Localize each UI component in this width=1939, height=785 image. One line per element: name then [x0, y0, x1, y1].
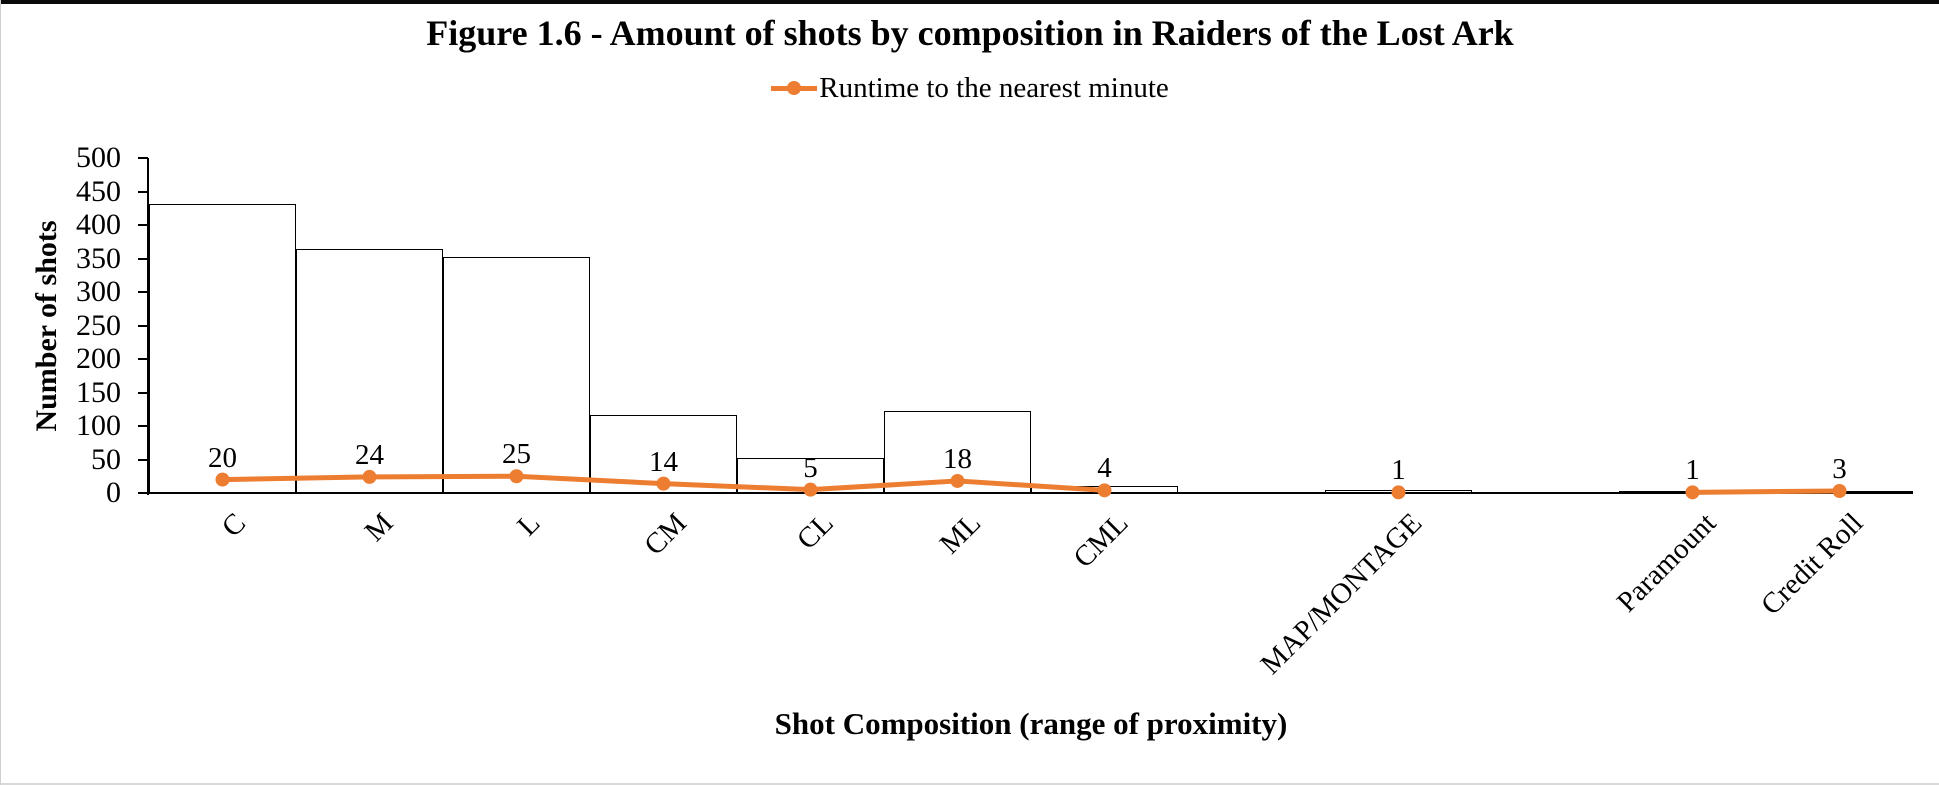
- legend-label: Runtime to the nearest minute: [819, 71, 1169, 104]
- runtime-data-label: 1: [1391, 454, 1406, 487]
- x-axis-line: [147, 492, 1913, 494]
- y-tick: [138, 492, 148, 494]
- bar-c: [149, 203, 296, 493]
- y-tick: [138, 324, 148, 327]
- chart-legend: Runtime to the nearest minute: [1, 70, 1939, 106]
- legend-dot-icon: [787, 81, 802, 95]
- bar-cml: [1031, 486, 1178, 493]
- runtime-data-label: 14: [649, 445, 678, 478]
- runtime-data-label: 25: [502, 438, 531, 471]
- x-category-label: CML: [1067, 507, 1135, 575]
- y-tick-label: 350: [76, 241, 121, 275]
- y-tick: [138, 358, 148, 360]
- y-tick: [138, 190, 148, 193]
- x-category-label: CM: [638, 507, 694, 562]
- y-tick: [138, 157, 148, 159]
- runtime-data-label: 20: [208, 441, 237, 474]
- x-category-label: Paramount: [1610, 507, 1723, 619]
- x-category-label: C: [215, 507, 253, 544]
- y-tick: [138, 291, 148, 293]
- y-tick-label: 300: [76, 275, 121, 308]
- bar-m: [296, 249, 443, 493]
- y-tick-label: 450: [76, 174, 121, 208]
- y-tick-label: 100: [76, 409, 121, 442]
- y-tick-label: 250: [76, 308, 121, 342]
- x-category-label: L: [510, 507, 547, 543]
- runtime-data-label: 24: [355, 438, 384, 471]
- runtime-data-label: 4: [1097, 452, 1112, 485]
- y-tick-label: 500: [76, 141, 121, 174]
- y-tick: [138, 425, 148, 427]
- runtime-data-label: 18: [943, 442, 972, 475]
- y-tick: [138, 257, 148, 260]
- runtime-data-label: 5: [803, 451, 818, 484]
- figure-bottom-border: [1, 783, 1939, 785]
- y-tick: [138, 391, 148, 394]
- x-category-label: MAP/MONTAGE: [1254, 507, 1429, 681]
- y-tick-label: 50: [91, 442, 121, 476]
- bar-credit-roll: [1766, 490, 1913, 493]
- y-tick: [138, 224, 148, 226]
- x-category-label: ML: [933, 507, 988, 561]
- y-tick-label: 400: [76, 208, 121, 241]
- x-category-label: CL: [791, 507, 841, 556]
- bar-l: [443, 257, 590, 493]
- line-series-marker-icon: [771, 81, 818, 95]
- figure-top-border: [1, 0, 1939, 4]
- y-tick-label: 200: [76, 342, 121, 375]
- x-axis-title: Shot Composition (range of proximity): [774, 706, 1288, 741]
- chart-title: Figure 1.6 - Amount of shots by composit…: [426, 13, 1514, 53]
- runtime-data-label: 3: [1832, 452, 1847, 485]
- y-tick: [138, 458, 148, 461]
- x-category-label: Credit Roll: [1754, 507, 1870, 622]
- bar-paramount: [1619, 490, 1766, 493]
- runtime-data-label: 1: [1685, 454, 1700, 487]
- x-category-label: M: [358, 507, 400, 548]
- y-tick-label: 0: [106, 476, 121, 509]
- y-axis-line: [147, 158, 149, 495]
- y-tick-label: 150: [76, 375, 121, 409]
- bar-map-montage: [1325, 489, 1472, 493]
